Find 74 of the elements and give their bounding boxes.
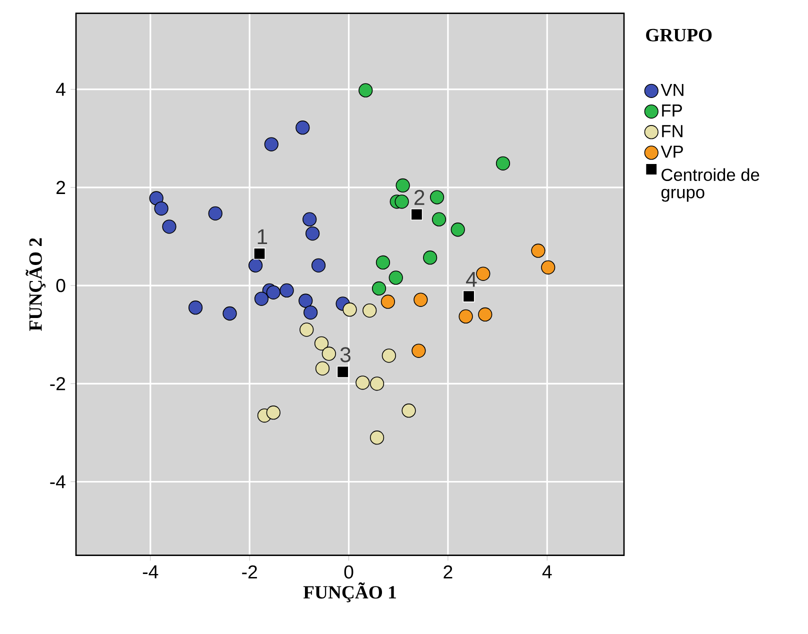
- point: [394, 194, 409, 209]
- point: [154, 201, 168, 216]
- point: [315, 361, 330, 376]
- point: [376, 255, 390, 270]
- point: [298, 294, 313, 308]
- point: [311, 258, 326, 272]
- x-tick-label: 4: [542, 565, 552, 578]
- point: [370, 430, 384, 445]
- point: [388, 270, 403, 285]
- point: [432, 212, 446, 226]
- point: [208, 206, 222, 221]
- point: [362, 303, 377, 318]
- point: [302, 212, 317, 226]
- point: [358, 83, 373, 98]
- point: [478, 307, 492, 322]
- point: [462, 290, 475, 302]
- point: [336, 366, 349, 378]
- annotation: 1: [258, 229, 268, 244]
- point: [476, 266, 490, 281]
- point: [382, 348, 396, 363]
- point: [253, 248, 266, 260]
- point: [356, 376, 370, 390]
- legend-label: FN: [662, 125, 682, 138]
- point: [254, 292, 269, 306]
- x-tick-label: 0: [344, 565, 354, 579]
- x-tick-label: -2: [242, 565, 257, 578]
- point: [402, 404, 416, 418]
- point: [496, 156, 510, 170]
- point: [149, 191, 164, 206]
- y-tick-label: -4: [50, 475, 66, 488]
- point: [380, 294, 396, 309]
- point: [342, 302, 357, 317]
- y-axis-title: FUNÇÃO 2: [26, 238, 46, 331]
- point: [370, 376, 384, 391]
- y-tick-label: 4: [56, 82, 66, 96]
- point: [300, 322, 314, 337]
- point: [412, 344, 426, 358]
- point: [531, 244, 546, 258]
- x-tick-label: -4: [142, 565, 158, 578]
- point: [450, 222, 465, 237]
- point: [222, 306, 237, 321]
- point: [188, 300, 203, 315]
- point: [458, 309, 473, 324]
- annotation: 4: [466, 272, 477, 287]
- legend-label: FP: [662, 104, 682, 116]
- legend-label: Centroide de grupo: [661, 168, 760, 202]
- y-tick-label: 0: [56, 278, 66, 292]
- annotation: 2: [414, 190, 424, 205]
- legend-title: GRUPO: [646, 28, 712, 42]
- point: [266, 406, 280, 420]
- x-axis-title: FUNÇÃO 1: [303, 582, 396, 602]
- point: [423, 250, 438, 265]
- point: [280, 283, 294, 298]
- point: [304, 305, 318, 320]
- point: [410, 208, 423, 220]
- annotation: 3: [340, 347, 350, 362]
- point: [162, 220, 176, 234]
- point: [541, 260, 556, 274]
- y-tick-label: -2: [50, 377, 66, 390]
- point: [396, 178, 410, 193]
- point: [372, 281, 386, 296]
- point: [430, 190, 444, 204]
- point: [296, 120, 310, 135]
- point: [414, 292, 428, 307]
- point: [314, 336, 329, 350]
- x-tick-label: 2: [444, 565, 452, 578]
- legend-label: VP: [660, 146, 683, 158]
- point: [248, 258, 263, 272]
- point: [305, 226, 320, 241]
- point: [264, 137, 278, 152]
- legend-label: VN: [660, 84, 684, 96]
- y-tick-label: 2: [56, 180, 66, 194]
- point: [322, 346, 336, 361]
- point: [266, 285, 280, 300]
